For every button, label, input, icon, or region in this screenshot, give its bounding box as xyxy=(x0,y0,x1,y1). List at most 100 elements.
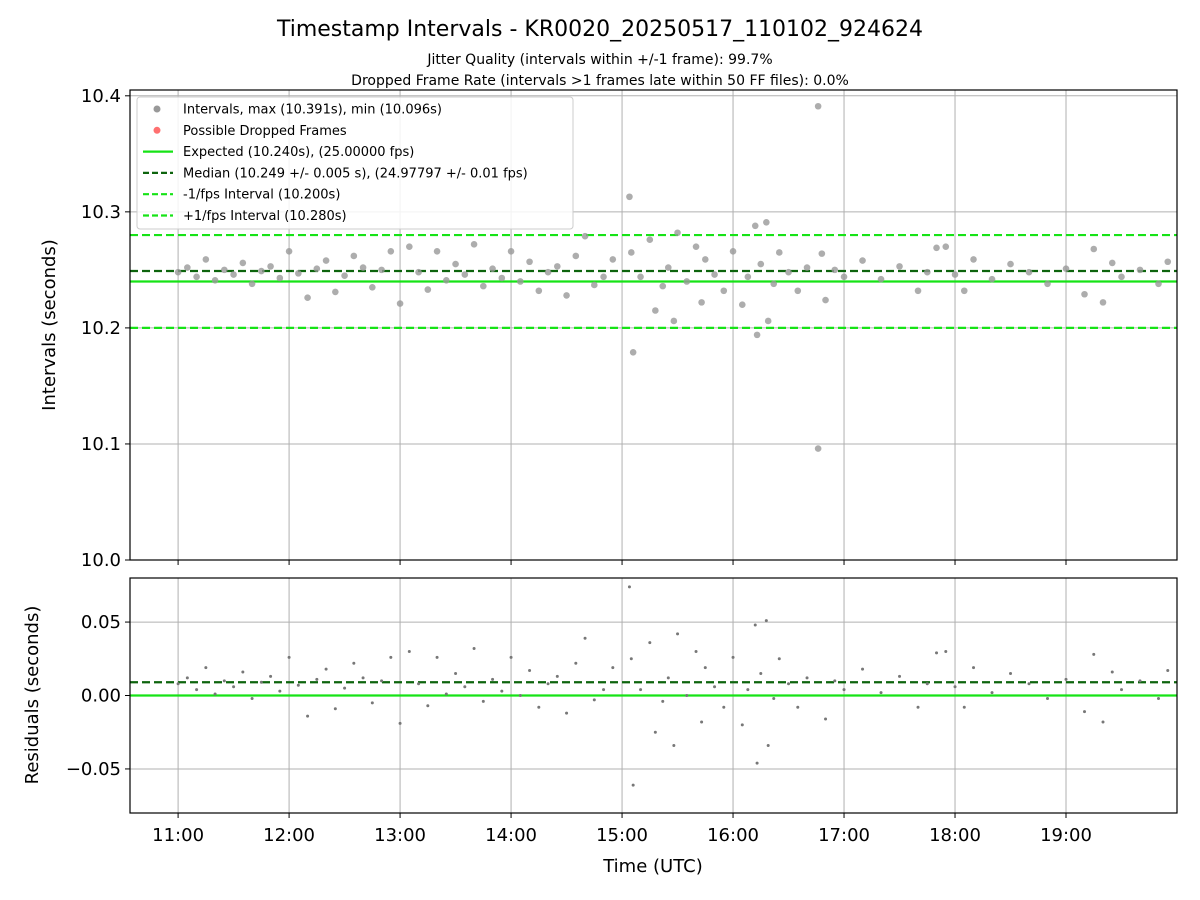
data-point xyxy=(591,281,598,289)
data-point xyxy=(1118,273,1125,281)
data-point xyxy=(537,705,541,709)
data-point xyxy=(1092,652,1096,656)
data-point xyxy=(611,666,615,670)
data-point xyxy=(295,270,302,277)
data-point xyxy=(444,692,448,696)
x-tick-label: 14:00 xyxy=(485,825,537,846)
data-point xyxy=(417,682,421,686)
data-point xyxy=(676,632,680,636)
data-point xyxy=(759,671,763,675)
data-point xyxy=(1110,670,1114,674)
data-point xyxy=(546,682,550,686)
data-point xyxy=(896,263,903,270)
data-point xyxy=(960,287,968,295)
data-point xyxy=(470,241,478,248)
data-point xyxy=(639,688,643,692)
data-point xyxy=(722,705,726,709)
data-point xyxy=(942,243,950,250)
data-point xyxy=(652,307,659,314)
data-point xyxy=(213,692,217,696)
data-point xyxy=(923,268,931,276)
data-point xyxy=(833,679,837,683)
data-point xyxy=(933,244,940,252)
data-point xyxy=(740,723,744,727)
data-point xyxy=(528,669,532,673)
data-point xyxy=(720,287,728,295)
data-point xyxy=(554,263,561,270)
data-point xyxy=(944,649,948,653)
data-point xyxy=(518,694,522,697)
data-point xyxy=(592,698,596,702)
y-tick-label: 10.2 xyxy=(81,318,121,339)
data-point xyxy=(287,655,291,659)
data-point xyxy=(583,636,587,640)
data-point xyxy=(703,666,707,670)
data-point xyxy=(631,783,635,787)
data-point xyxy=(507,248,515,255)
chart-title: Timestamp Intervals - KR0020_20250517_11… xyxy=(276,17,923,42)
data-point xyxy=(683,278,691,285)
data-point xyxy=(489,265,496,273)
x-tick-label: 11:00 xyxy=(152,825,204,846)
data-point xyxy=(352,661,356,665)
data-point xyxy=(1046,696,1050,700)
data-point xyxy=(378,266,385,274)
data-point xyxy=(685,694,689,697)
data-point xyxy=(387,248,395,255)
data-point xyxy=(763,218,770,226)
data-point xyxy=(285,248,293,255)
data-point xyxy=(842,688,846,692)
data-point xyxy=(861,667,865,671)
data-point xyxy=(563,292,570,299)
data-point xyxy=(433,248,441,255)
data-point xyxy=(258,267,265,275)
data-point xyxy=(193,273,200,281)
data-point xyxy=(879,691,883,695)
data-point xyxy=(324,667,328,671)
y-tick-label: 10.4 xyxy=(81,86,121,107)
data-point xyxy=(713,685,717,689)
data-point xyxy=(770,280,778,288)
data-point xyxy=(970,256,977,263)
data-point xyxy=(481,699,485,703)
data-point xyxy=(744,273,752,281)
data-point xyxy=(803,264,811,271)
data-point xyxy=(195,688,199,692)
data-point xyxy=(269,674,273,678)
data-point xyxy=(304,294,311,302)
data-point xyxy=(738,301,746,308)
legend-label: Intervals, max (10.391s), min (10.096s) xyxy=(183,103,442,118)
data-point xyxy=(1009,671,1013,675)
intervals-panel: 10.0 10.1 10.2 10.3 10.4 xyxy=(81,86,1178,571)
data-point xyxy=(222,679,226,683)
data-point xyxy=(700,720,704,724)
data-point xyxy=(818,250,826,257)
data-point xyxy=(659,282,667,290)
data-point xyxy=(600,273,607,281)
data-point xyxy=(1027,682,1031,686)
data-point xyxy=(627,585,631,589)
legend-label: -1/fps Interval (10.200s) xyxy=(183,188,340,203)
data-point xyxy=(777,657,781,661)
data-point xyxy=(1120,688,1124,692)
data-point xyxy=(500,689,504,693)
data-point xyxy=(637,273,644,281)
data-point xyxy=(753,623,757,627)
data-point xyxy=(526,258,533,266)
data-point xyxy=(398,721,402,725)
data-point xyxy=(729,248,737,255)
data-point xyxy=(461,271,469,278)
data-point xyxy=(746,688,750,692)
x-axis-label: Time (UTC) xyxy=(602,856,703,877)
data-point xyxy=(296,683,300,687)
data-point xyxy=(672,743,676,747)
data-point xyxy=(731,655,735,659)
data-point xyxy=(250,696,254,700)
x-tick-label: 16:00 xyxy=(707,825,759,846)
data-point xyxy=(1083,710,1087,714)
data-point xyxy=(544,268,552,276)
residuals-y-axis-label: Residuals (seconds) xyxy=(22,606,43,785)
data-point xyxy=(498,274,506,282)
data-point xyxy=(278,689,282,693)
